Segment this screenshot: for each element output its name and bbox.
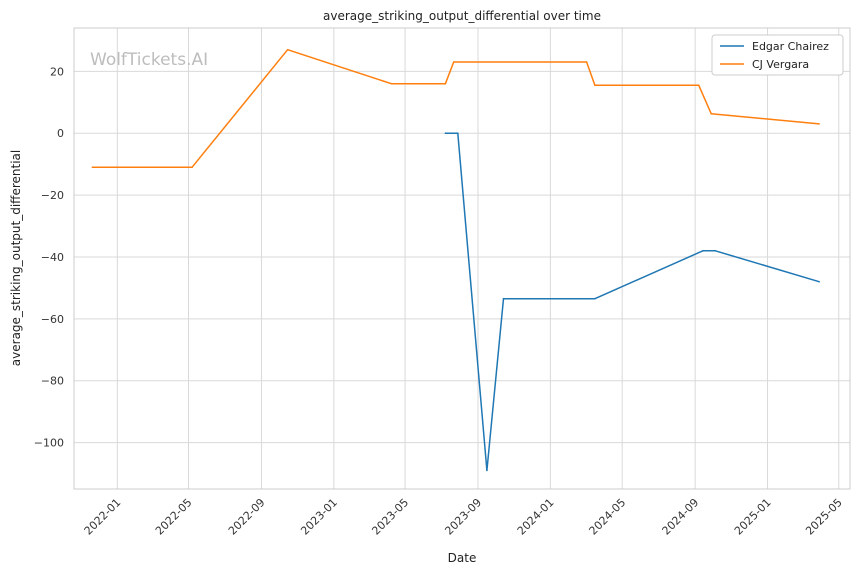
y-tick-label: −60 (41, 313, 64, 326)
data-point-cj-vergara (191, 166, 193, 168)
y-axis-label: average_striking_output_differential (9, 150, 23, 366)
legend-label-cj-vergara: CJ Vergara (752, 58, 809, 71)
data-point-edgar-chairez (714, 250, 717, 252)
x-axis-label: Date (448, 551, 477, 565)
plot-frame (73, 27, 851, 490)
legend-box (711, 34, 844, 76)
data-point-cj-vergara (390, 82, 393, 85)
y-tick-label: −100 (34, 437, 64, 450)
data-point-cj-vergara (91, 166, 94, 168)
data-point-cj-vergara (697, 84, 700, 86)
data-point-edgar-chairez (444, 132, 447, 134)
legend: Edgar Chairez CJ Vergara (711, 34, 844, 76)
y-tick-label: −80 (41, 375, 64, 388)
y-tick-label: 20 (50, 65, 64, 78)
data-point-cj-vergara (452, 61, 455, 63)
data-point-edgar-chairez (702, 250, 704, 252)
data-point-edgar-chairez (502, 297, 505, 300)
data-point-cj-vergara (710, 112, 712, 115)
chart-title: average_striking_output_differential ove… (323, 9, 601, 23)
series-line-edgar-chairez (445, 132, 820, 472)
y-tick-label: −20 (41, 189, 64, 202)
data-point-cj-vergara (444, 82, 447, 85)
data-point-cj-vergara (585, 61, 588, 63)
y-tick-label: −40 (41, 251, 64, 264)
grid (74, 28, 850, 489)
data-point-cj-vergara (818, 123, 820, 125)
data-point-edgar-chairez (486, 469, 488, 472)
data-point-cj-vergara (594, 84, 596, 86)
legend-label-edgar-chairez: Edgar Chairez (752, 40, 829, 53)
y-tick-label: 0 (57, 127, 64, 140)
watermark-text: WolfTickets.AI (90, 50, 208, 70)
data-point-cj-vergara (286, 48, 289, 51)
data-point-edgar-chairez (457, 132, 459, 134)
series-layer (91, 48, 820, 472)
data-point-edgar-chairez (594, 297, 596, 300)
data-point-edgar-chairez (818, 280, 820, 283)
